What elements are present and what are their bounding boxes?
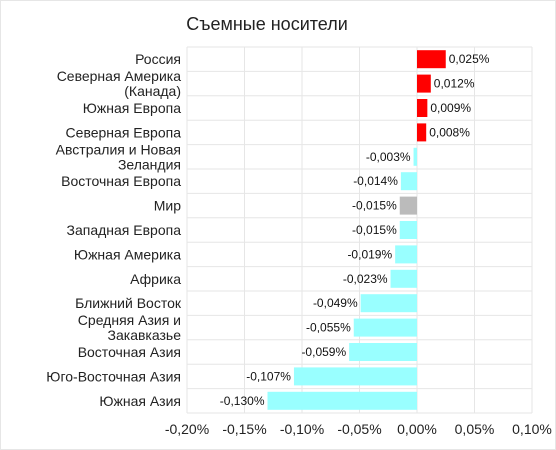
category-label: Южная Америка <box>74 246 181 262</box>
value-label: 0,025% <box>449 52 490 66</box>
bars <box>267 50 446 410</box>
category-label: Южная Европа <box>83 100 181 116</box>
bar <box>349 343 417 361</box>
value-label: 0,012% <box>434 77 475 91</box>
category-label: Восточная Европа <box>61 173 181 189</box>
bar <box>417 50 446 69</box>
bar <box>293 367 417 386</box>
value-label: -0,014% <box>353 174 398 188</box>
category-label: Средняя Азия и <box>78 312 181 328</box>
value-label: -0,130% <box>220 394 265 408</box>
category-label: (Канада) <box>124 83 181 99</box>
value-labels: 0,025% 0,012% 0,009% 0,008% -0,003% -0,014% -0… <box>220 52 490 408</box>
bar <box>417 99 428 117</box>
category-label: Северная Америка <box>57 68 182 84</box>
value-label: -0,015% <box>352 199 397 213</box>
bar <box>395 245 417 264</box>
category-label: Закавказье <box>108 327 182 343</box>
category-label: Южная Азия <box>99 393 181 409</box>
bar <box>390 269 417 288</box>
value-label: -0,019% <box>347 247 392 261</box>
value-label: 0,008% <box>429 125 470 139</box>
bar <box>267 391 417 410</box>
x-tick-label: -0,10% <box>280 421 324 437</box>
category-label: Россия <box>135 51 181 67</box>
category-label: Западная Европа <box>67 222 182 238</box>
bar <box>399 196 417 215</box>
category-label: Юго-Восточная Азия <box>46 368 181 384</box>
category-label: Ближний Восток <box>75 295 182 311</box>
bar <box>413 147 417 166</box>
value-label: -0,055% <box>306 321 351 335</box>
category-label: Мир <box>154 198 181 214</box>
x-tick-label: 0,10% <box>512 421 552 437</box>
category-label: Северная Европа <box>66 124 182 140</box>
bar <box>417 74 431 93</box>
value-label: -0,107% <box>246 369 291 383</box>
bar <box>417 123 427 142</box>
value-label: 0,009% <box>430 101 471 115</box>
value-label: -0,015% <box>352 223 397 237</box>
category-label: Австралия и Новая <box>56 141 181 157</box>
x-tick-label: 0,00% <box>397 421 437 437</box>
category-label: Зеландия <box>118 156 181 172</box>
x-tick-label: -0,20% <box>165 421 209 437</box>
bar <box>399 221 417 239</box>
value-label: -0,059% <box>301 345 346 359</box>
chart-title: Съемные носители <box>186 14 348 34</box>
bar <box>360 294 417 313</box>
x-tick-label: 0,05% <box>455 421 495 437</box>
value-label: -0,049% <box>313 296 358 310</box>
value-label: -0,023% <box>343 272 388 286</box>
x-axis-ticks: -0,20% -0,15% -0,10% -0,05% 0,00% 0,05% 0,10% <box>165 421 552 437</box>
gridlines <box>186 46 533 414</box>
bar <box>353 318 417 337</box>
x-tick-label: -0,05% <box>337 421 381 437</box>
category-label: Африка <box>130 271 181 287</box>
x-tick-label: -0,15% <box>222 421 266 437</box>
category-label: Восточная Азия <box>78 344 181 360</box>
bar <box>400 172 417 191</box>
value-label: -0,003% <box>366 150 411 164</box>
